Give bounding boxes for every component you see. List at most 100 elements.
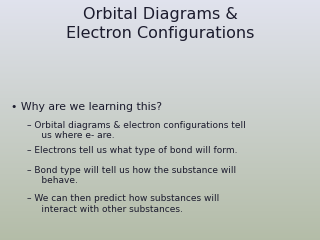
Text: – Orbital diagrams & electron configurations tell
     us where e- are.: – Orbital diagrams & electron configurat… (27, 121, 246, 140)
Bar (0, 48, 320, 49)
Bar (0, 42, 320, 43)
Bar (0, 205, 320, 206)
Bar (0, 88, 320, 89)
Bar (0, 83, 320, 84)
Bar (0, 16, 320, 17)
Bar (0, 35, 320, 36)
Bar (0, 227, 320, 228)
Bar (0, 24, 320, 25)
Bar (0, 233, 320, 234)
Text: – Bond type will tell us how the substance will
     behave.: – Bond type will tell us how the substan… (27, 166, 236, 185)
Bar (0, 120, 320, 121)
Bar (0, 139, 320, 140)
Bar (0, 151, 320, 152)
Bar (0, 38, 320, 40)
Bar (0, 30, 320, 31)
Bar (0, 209, 320, 210)
Bar (0, 20, 320, 22)
Bar (0, 112, 320, 113)
Bar (0, 8, 320, 10)
Bar (0, 149, 320, 150)
Bar (0, 218, 320, 220)
Bar (0, 173, 320, 174)
Bar (0, 234, 320, 235)
Bar (0, 1, 320, 2)
Bar (0, 70, 320, 71)
Bar (0, 95, 320, 96)
Bar (0, 238, 320, 239)
Bar (0, 13, 320, 14)
Bar (0, 103, 320, 104)
Bar (0, 143, 320, 144)
Bar (0, 0, 320, 1)
Bar (0, 37, 320, 38)
Bar (0, 113, 320, 114)
Bar (0, 167, 320, 168)
Bar (0, 236, 320, 238)
Bar (0, 56, 320, 58)
Bar (0, 198, 320, 199)
Bar (0, 60, 320, 61)
Bar (0, 158, 320, 160)
Bar (0, 178, 320, 179)
Bar (0, 91, 320, 92)
Bar (0, 40, 320, 41)
Bar (0, 62, 320, 64)
Bar (0, 232, 320, 233)
Bar (0, 79, 320, 80)
Bar (0, 154, 320, 155)
Bar (0, 109, 320, 110)
Bar (0, 220, 320, 221)
Bar (0, 36, 320, 37)
Bar (0, 25, 320, 26)
Bar (0, 114, 320, 115)
Bar (0, 162, 320, 163)
Bar (0, 190, 320, 191)
Bar (0, 152, 320, 154)
Bar (0, 32, 320, 34)
Bar (0, 146, 320, 148)
Bar (0, 211, 320, 212)
Bar (0, 115, 320, 116)
Bar (0, 169, 320, 170)
Bar (0, 228, 320, 229)
Bar (0, 41, 320, 42)
Bar (0, 235, 320, 236)
Bar (0, 224, 320, 226)
Bar (0, 182, 320, 184)
Bar (0, 222, 320, 223)
Bar (0, 164, 320, 166)
Bar (0, 84, 320, 85)
Bar (0, 203, 320, 204)
Bar (0, 119, 320, 120)
Bar (0, 7, 320, 8)
Bar (0, 221, 320, 222)
Bar (0, 160, 320, 161)
Bar (0, 53, 320, 54)
Bar (0, 210, 320, 211)
Bar (0, 148, 320, 149)
Bar (0, 29, 320, 30)
Bar (0, 101, 320, 102)
Bar (0, 193, 320, 194)
Bar (0, 118, 320, 119)
Bar (0, 179, 320, 180)
Bar (0, 23, 320, 24)
Bar (0, 185, 320, 186)
Bar (0, 106, 320, 107)
Bar (0, 197, 320, 198)
Bar (0, 199, 320, 200)
Bar (0, 157, 320, 158)
Bar (0, 2, 320, 4)
Bar (0, 131, 320, 132)
Bar (0, 229, 320, 230)
Bar (0, 188, 320, 190)
Bar (0, 92, 320, 94)
Bar (0, 223, 320, 224)
Bar (0, 121, 320, 122)
Bar (0, 110, 320, 112)
Text: Orbital Diagrams &
Electron Configurations: Orbital Diagrams & Electron Configuratio… (66, 7, 254, 42)
Bar (0, 98, 320, 100)
Bar (0, 217, 320, 218)
Bar (0, 80, 320, 82)
